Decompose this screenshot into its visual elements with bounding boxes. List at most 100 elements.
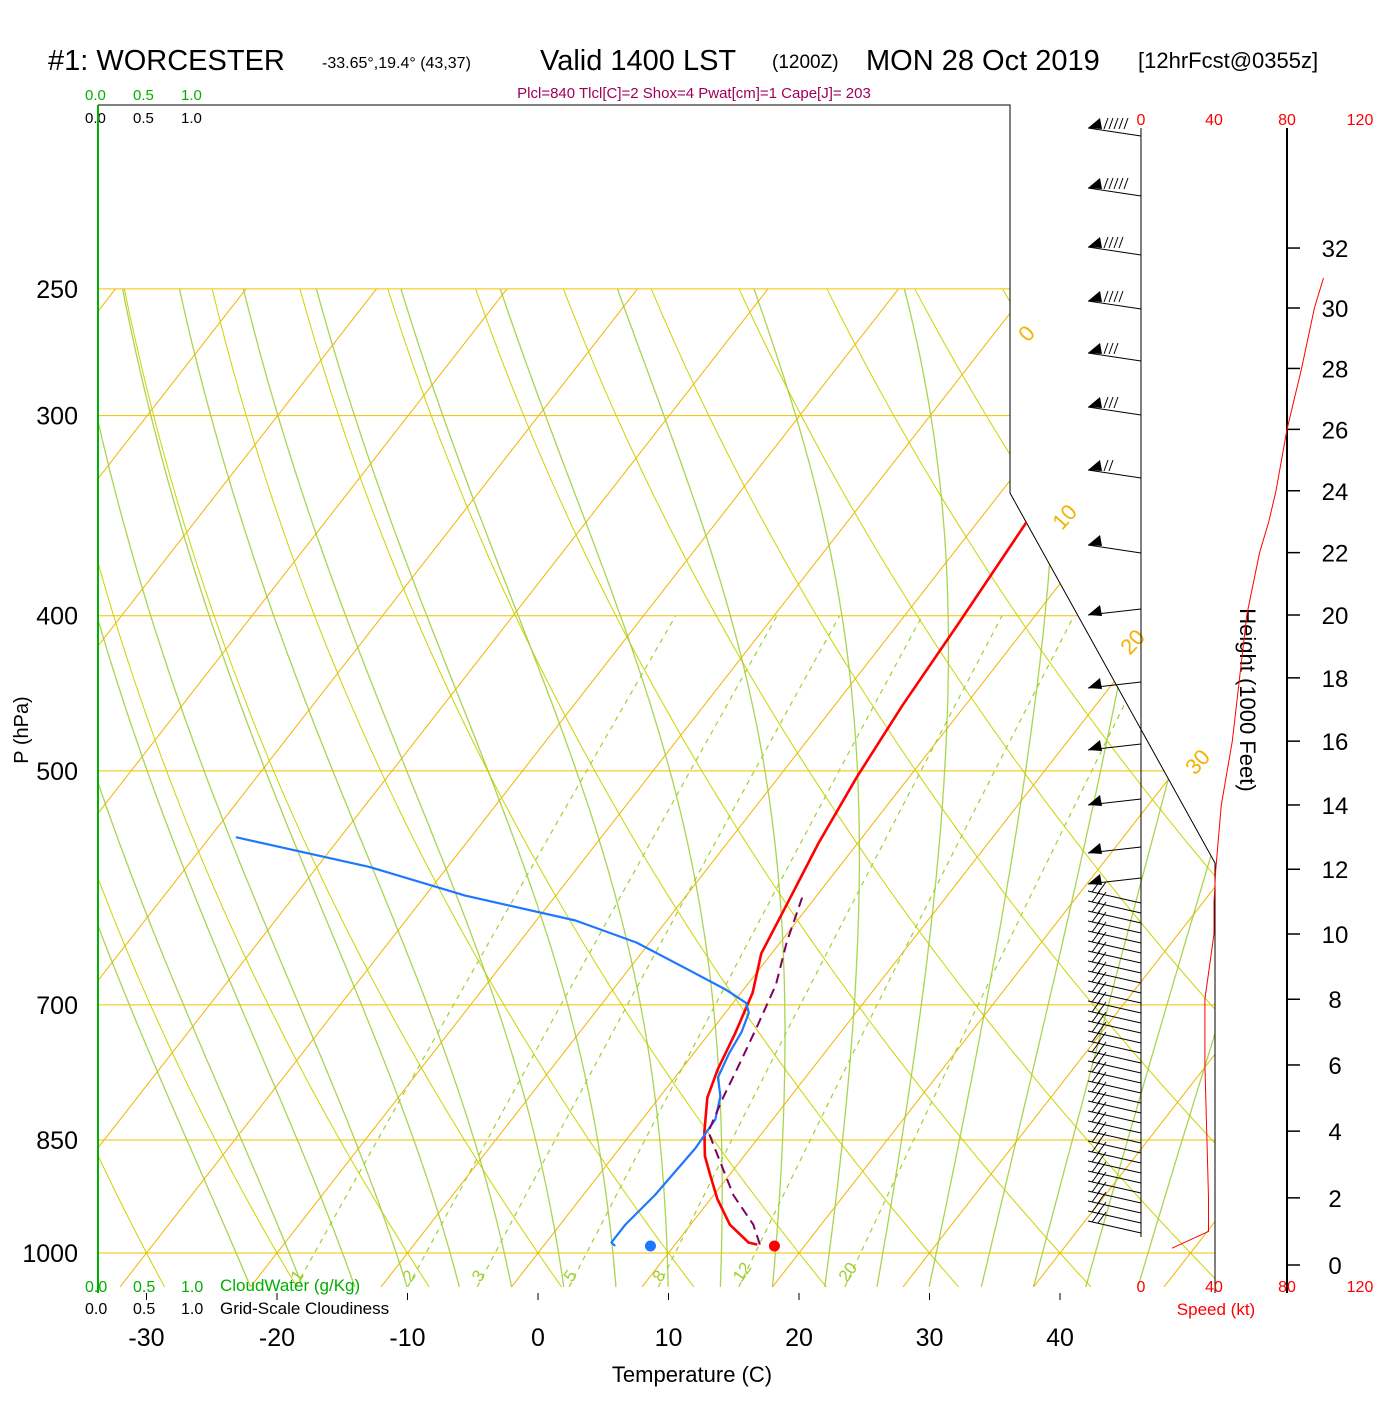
moist-adiabat-line	[71, 289, 407, 1287]
wind-barb	[1088, 795, 1141, 806]
temperature-tick-label: -30	[128, 1324, 164, 1352]
moist-adiabat-line	[316, 289, 616, 1287]
barb-pennant	[1088, 460, 1102, 471]
wind-barb	[1088, 1171, 1141, 1193]
barb-flag	[1109, 291, 1113, 302]
parcel-params: Plcl=840 Tlcl[C]=2 Shox=4 Pwat[cm]=1 Cap…	[517, 85, 871, 102]
barb-pennant	[1088, 291, 1102, 302]
wind-barb	[1088, 951, 1141, 973]
barb-pennant	[1088, 535, 1102, 546]
cloudwater-tick-top: 0.5	[133, 87, 154, 104]
barb-flag	[1109, 237, 1113, 248]
isotherm-label-right: 0	[1013, 321, 1040, 347]
barb-flag	[1114, 343, 1118, 354]
mixing-ratio-line	[739, 616, 1074, 1287]
cloudiness-tick-bottom: 0.5	[133, 1301, 155, 1318]
cloudwater-tick-bottom: 0.5	[133, 1279, 155, 1296]
barb-pennant	[1088, 843, 1102, 854]
temperature-tick-label: 40	[1046, 1324, 1074, 1352]
wind-barb	[1088, 1191, 1141, 1213]
speed-label: Speed (kt)	[1177, 1300, 1255, 1319]
wind-barb	[1088, 941, 1141, 963]
barb-pennant	[1088, 237, 1102, 248]
barb-flag	[1119, 118, 1123, 129]
barb-flag	[1119, 291, 1123, 302]
barb-staff	[1088, 247, 1141, 255]
speed-tick-top: 80	[1278, 112, 1296, 129]
wind-barb	[1088, 1001, 1141, 1023]
barb-flag	[1109, 460, 1113, 471]
height-tick-label: 10	[1322, 922, 1349, 949]
wind-barb	[1088, 1081, 1141, 1103]
speed-tick-bottom: 120	[1347, 1279, 1374, 1296]
isotherm-line	[0, 289, 638, 1287]
barb-flag	[1114, 397, 1118, 408]
cloudwater-tick-top: 0.0	[85, 87, 106, 104]
cloudiness-tick-top: 0.0	[85, 110, 106, 127]
thermo-grid	[0, 289, 1400, 1287]
height-axis-label: Height (1000 Feet)	[1235, 608, 1260, 791]
mixing-ratio-label: 12	[729, 1259, 755, 1285]
barb-flag	[1104, 397, 1108, 408]
barb-staff	[1088, 301, 1141, 309]
isotherm-label-right: 10	[1047, 499, 1082, 534]
mixing-ratio-label: 20	[835, 1259, 861, 1285]
barb-flag	[1119, 178, 1123, 189]
mixing-ratio-label: 2	[399, 1267, 420, 1286]
height-tick-label: 32	[1322, 236, 1349, 263]
mixing-ratio-line	[845, 616, 1169, 1287]
cloudiness-tick-bottom: 1.0	[181, 1301, 203, 1318]
barb-flag	[1124, 118, 1128, 129]
height-tick-label: 14	[1322, 793, 1349, 820]
height-tick-label: 30	[1322, 296, 1349, 323]
barb-flag	[1119, 237, 1123, 248]
speed-scale-bottom: 0 40 80 120 Speed (kt)	[1137, 1279, 1374, 1319]
height-tick-label: 18	[1322, 666, 1349, 693]
height-tick-label: 6	[1328, 1053, 1341, 1080]
pressure-tick-label: 400	[36, 603, 78, 631]
height-tick-label: 0	[1328, 1253, 1341, 1280]
height-tick-label: 2	[1328, 1186, 1341, 1213]
height-tick-label: 8	[1328, 987, 1341, 1014]
wind-barb	[1088, 991, 1141, 1013]
isotherm-label-right: 20	[1115, 624, 1150, 659]
isotherm-line	[120, 289, 899, 1287]
speed-tick-bottom: 0	[1137, 1279, 1146, 1296]
wind-barb	[1088, 397, 1141, 415]
x-axis-label: Temperature (C)	[612, 1362, 772, 1387]
speed-scale-top: 0 40 80 120	[1137, 112, 1374, 129]
wind-barb	[1088, 891, 1141, 913]
barb-staff	[1088, 353, 1141, 361]
cloudwater-tick-bottom: 0.0	[85, 1279, 107, 1296]
wind-barb	[1088, 1151, 1141, 1173]
pressure-tick-label: 700	[36, 992, 78, 1020]
height-tick-label: 26	[1322, 417, 1349, 444]
cloudiness-tick-bottom: 0.0	[85, 1301, 107, 1318]
moist-adiabat-line	[929, 289, 1056, 1287]
speed-tick-top: 120	[1347, 112, 1374, 129]
height-tick-label: 22	[1322, 541, 1349, 568]
wind-barb	[1088, 1091, 1141, 1113]
cloudwater-scale-bottom: 0.0 0.5 1.0 CloudWater (g/Kg) 0.0 0.5 1.…	[85, 1276, 389, 1318]
barb-pennant	[1088, 397, 1102, 408]
wind-barb	[1088, 118, 1141, 136]
mixing-ratio-line	[296, 616, 676, 1287]
moist-adiabat-line	[180, 289, 512, 1287]
temperature-tick-label: 30	[916, 1324, 944, 1352]
barb-flag	[1114, 178, 1118, 189]
cloudwater-tick-bottom: 1.0	[181, 1279, 203, 1296]
isotherm-line	[773, 289, 1400, 1287]
pressure-tick-label: 1000	[22, 1240, 78, 1268]
wind-barb	[1088, 921, 1141, 943]
isotherm-line	[251, 289, 1030, 1287]
mixing-ratio-label: 3	[468, 1267, 489, 1286]
temperature-tick-label: 20	[785, 1324, 813, 1352]
wind-barb	[1088, 178, 1141, 196]
plot-frame	[98, 105, 1215, 1293]
height-tick-label: 28	[1322, 356, 1349, 383]
cloudiness-label: Grid-Scale Cloudiness	[220, 1299, 389, 1318]
moist-adiabat-line	[243, 289, 563, 1287]
height-tick-label: 4	[1328, 1119, 1341, 1146]
